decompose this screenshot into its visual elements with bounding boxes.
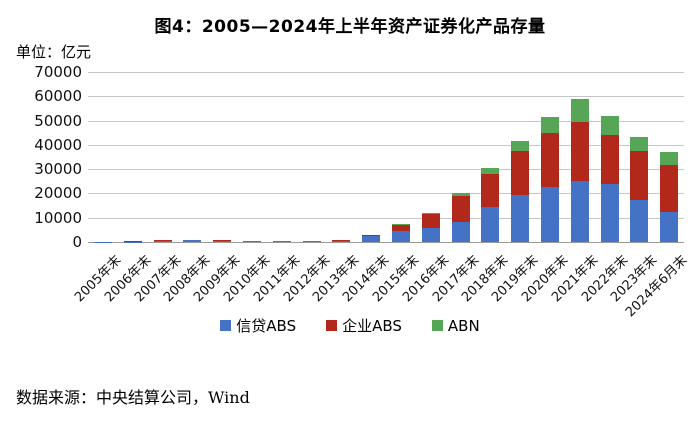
bar-segment-信贷ABS [600,183,619,242]
bar-segment-ABN [421,212,440,215]
bar-segment-企业ABS [332,240,351,241]
bar-segment-信贷ABS [302,241,321,242]
bar-segment-信贷ABS [481,207,500,242]
gridline [88,144,684,146]
legend-swatch-icon [326,320,338,331]
bar-segment-ABN [481,168,500,175]
legend-swatch-icon [431,320,443,331]
unit-label: 单位：亿元 [16,43,92,61]
y-tick-label: 60000 [34,87,82,106]
bar-2011年末 [272,241,291,242]
bar-2023年末 [630,137,649,242]
legend-item-ABN: ABN [431,316,480,335]
bar-2008年末 [183,239,202,242]
bar-2024年6月末 [660,151,679,242]
bar-segment-企业ABS [451,195,470,222]
bar-segment-企业ABS [660,164,679,212]
bar-segment-企业ABS [540,133,559,187]
bar-segment-企业ABS [600,134,619,184]
y-tick-label: 20000 [34,184,82,203]
bar-segment-企业ABS [391,225,410,232]
bar-2006年末 [123,240,142,242]
bar-segment-信贷ABS [362,236,381,242]
bar-segment-企业ABS [630,151,649,200]
bar-segment-ABN [451,193,470,196]
legend-label: ABN [447,316,480,335]
bar-segment-企业ABS [570,121,589,181]
bar-segment-ABN [570,98,589,122]
data-source: 数据来源：中央结算公司，Wind [16,388,250,407]
bar-segment-企业ABS [481,174,500,208]
bar-segment-信贷ABS [153,241,172,242]
y-tick-label: 50000 [34,111,82,130]
bar-2009年末 [213,240,232,242]
bar-2021年末 [570,98,589,242]
bar-segment-ABN [511,140,530,151]
legend-label: 信贷ABS [236,317,297,335]
bar-segment-信贷ABS [391,231,410,242]
bar-segment-信贷ABS [630,199,649,242]
bar-segment-ABN [391,224,410,226]
bar-segment-ABN [600,115,619,135]
bar-2014年末 [362,234,381,242]
bar-segment-信贷ABS [242,241,261,242]
bar-segment-ABN [630,137,649,152]
gridline [88,96,684,98]
legend-swatch-icon [220,320,232,331]
bar-segment-ABN [540,117,559,134]
legend-label: 企业ABS [342,317,402,335]
bar-2013年末 [332,240,351,242]
bar-segment-信贷ABS [511,194,530,242]
chart-title: 图4：2005—2024年上半年资产证券化产品存量 [154,17,546,37]
bar-segment-企业ABS [421,214,440,228]
bar-2010年末 [242,241,261,242]
bar-segment-企业ABS [153,240,172,242]
legend-item-信贷ABS: 信贷ABS [220,315,296,336]
bar-segment-信贷ABS [213,240,232,242]
bar-segment-信贷ABS [540,186,559,242]
bar-2022年末 [600,115,619,242]
legend: 信贷ABS 企业ABS ABN [0,315,700,336]
bar-segment-信贷ABS [660,211,679,242]
gridline [88,217,684,219]
gridline [88,169,684,171]
bar-segment-企业ABS [123,240,142,242]
legend-item-企业ABS: 企业ABS [326,315,402,336]
bar-2020年末 [540,117,559,242]
bar-segment-信贷ABS [332,240,351,242]
x-axis-line [88,242,684,243]
bar-2019年末 [511,140,530,242]
bar-2017年末 [451,193,470,242]
bar-segment-企业ABS [183,239,202,241]
bar-segment-信贷ABS [451,221,470,242]
y-axis-labels: 70000 60000 50000 40000 30000 20000 10000 0 [0,65,82,250]
bar-segment-信贷ABS [272,241,291,242]
y-tick-label: 10000 [34,208,82,227]
bar-segment-企业ABS [511,150,530,195]
gridline [88,193,684,195]
bar-2007年末 [153,240,172,242]
bar-segment-信贷ABS [421,227,440,242]
gridline [88,120,684,122]
bar-2018年末 [481,168,500,242]
gridline [88,72,684,73]
bar-2012年末 [302,240,321,242]
bar-2015年末 [391,224,410,242]
plot-area [88,72,684,243]
y-tick-label: 40000 [34,135,82,154]
bar-segment-信贷ABS [183,240,202,242]
y-tick-label: 30000 [34,160,82,179]
bar-segment-企业ABS [362,234,381,237]
bar-2016年末 [421,212,440,242]
bar-segment-企业ABS [302,240,321,242]
y-tick-label: 0 [72,233,82,251]
bar-segment-ABN [660,151,679,165]
y-tick-label: 70000 [34,63,82,81]
bar-segment-信贷ABS [570,180,589,242]
